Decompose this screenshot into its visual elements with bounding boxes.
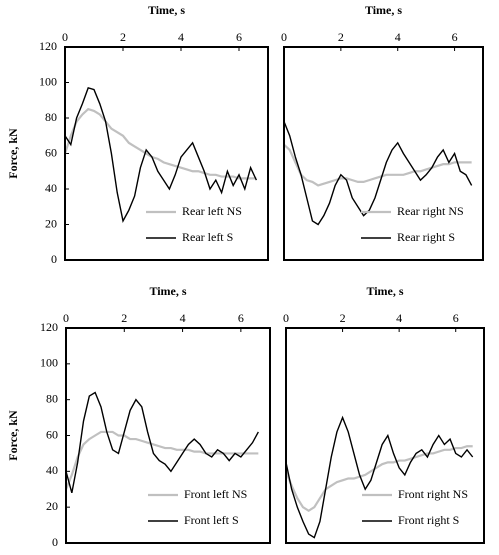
x-tick-label: 6 [452,30,458,44]
x-tick-label: 2 [340,311,346,325]
x-tick-label: 6 [453,311,459,325]
legend-label: Front left S [184,513,239,527]
x-axis-title: Time, s [149,284,186,298]
x-tick-label: 4 [395,30,401,44]
y-axis-title: Force, kN [6,128,20,179]
y-tick-label: 80 [46,391,58,405]
y-axis-title: Force, kN [6,410,20,461]
legend-label: Rear right S [397,230,455,244]
x-tick-label: 6 [238,311,244,325]
y-tick-label: 0 [52,535,58,549]
x-tick-label: 0 [62,30,68,44]
x-tick-label: 0 [281,30,287,44]
plot-frame [285,327,485,544]
plot-frame [283,46,484,261]
x-tick-label: 4 [178,30,184,44]
x-tick-label: 0 [283,311,289,325]
series-line [65,86,258,223]
x-tick-label: 4 [180,311,186,325]
x-tick-label: 2 [121,311,127,325]
y-tick-label: 20 [45,216,57,230]
y-tick-label: 120 [39,39,57,53]
y-tick-label: 100 [39,74,57,88]
series-line [65,107,257,180]
plot-frame [64,46,269,261]
legend-label: Front right NS [398,487,468,501]
x-tick-label: 2 [120,30,126,44]
x-tick-label: 6 [236,30,242,44]
y-tick-label: 120 [40,320,58,334]
plot-frame [65,327,271,544]
legend-label: Front left NS [184,487,247,501]
x-axis-title: Time, s [148,3,185,17]
y-tick-label: 20 [46,499,58,513]
y-tick-label: 60 [46,427,58,441]
series-line [286,415,474,539]
series-line [66,391,259,494]
y-tick-label: 100 [40,356,58,370]
x-tick-label: 4 [396,311,402,325]
y-tick-label: 40 [45,181,57,195]
series-line [66,430,259,490]
y-tick-label: 0 [51,252,57,266]
legend-label: Rear left S [182,230,233,244]
series-line [286,445,473,513]
x-axis-title: Time, s [366,284,403,298]
y-tick-label: 80 [45,110,57,124]
x-tick-label: 0 [63,311,69,325]
x-tick-label: 2 [338,30,344,44]
legend-label: Front right S [398,513,459,527]
y-tick-label: 60 [45,145,57,159]
legend-label: Rear left NS [182,204,242,218]
y-tick-label: 40 [46,463,58,477]
series-line [284,121,473,226]
x-axis-title: Time, s [365,3,402,17]
legend-label: Rear right NS [397,204,464,218]
series-line [284,143,472,187]
